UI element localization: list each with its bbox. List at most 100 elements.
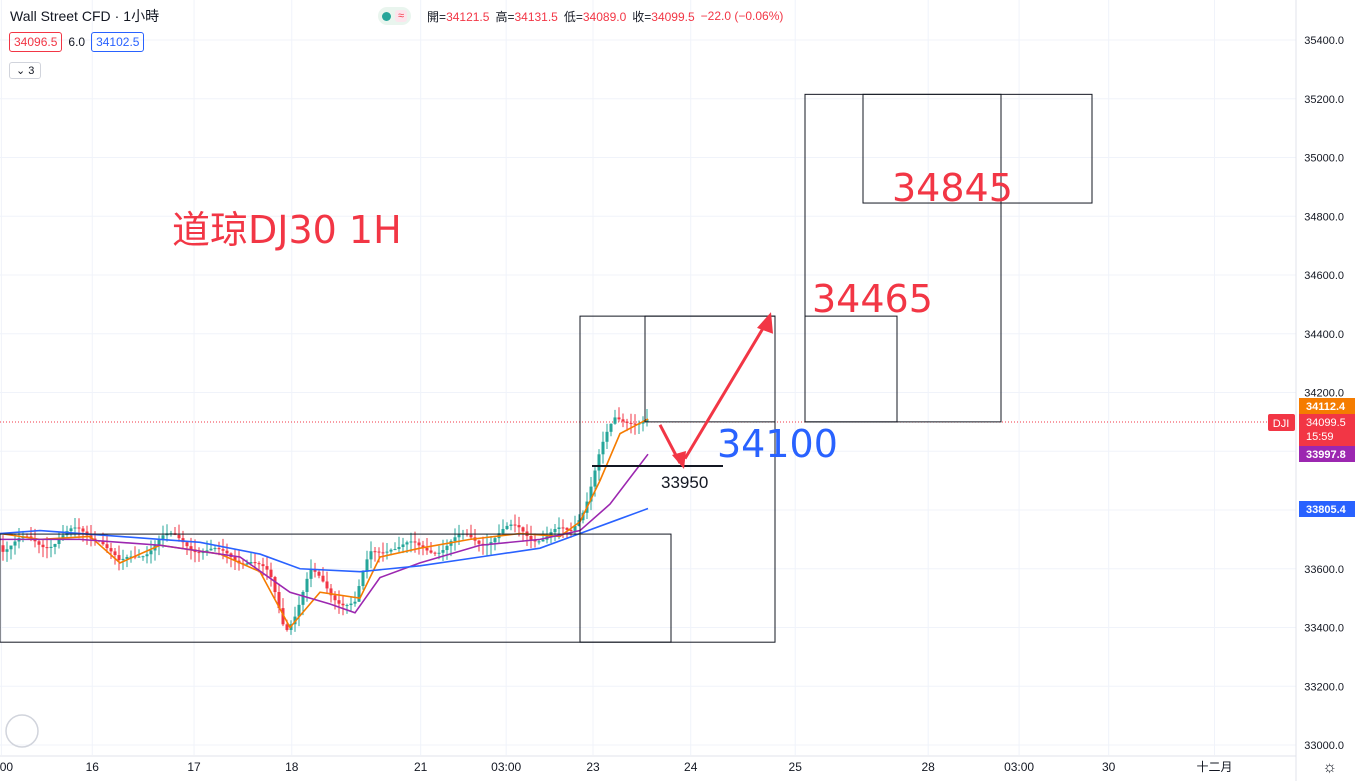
candle-body — [569, 529, 573, 531]
x-tick-label: 十二月 — [1197, 760, 1233, 774]
target-box-2-inner — [804, 315, 898, 423]
candle-body — [389, 549, 393, 552]
x-tick-label: 28 — [922, 760, 936, 774]
down-arrowhead-icon — [672, 451, 686, 469]
y-tick-label: 33200.0 — [1304, 681, 1344, 693]
candle-body — [541, 539, 545, 542]
candle-body — [609, 423, 613, 432]
ma-fast-line — [0, 418, 649, 629]
candle-body — [625, 421, 629, 423]
candle-body — [105, 544, 109, 549]
candle-body — [617, 417, 621, 420]
indicators-toggle[interactable]: ⌄ 3 — [9, 62, 42, 79]
x-tick-label: 03:00 — [1004, 760, 1034, 774]
ma-mid-line — [0, 453, 649, 614]
visibility-toggle[interactable]: ≈ — [378, 7, 412, 25]
candle-body — [417, 542, 421, 546]
candle-body — [613, 417, 617, 424]
y-tick-label: 34600.0 — [1304, 270, 1344, 282]
candle-body — [253, 562, 257, 564]
close-value: 34099.5 — [651, 9, 695, 24]
x-tick-label: 3:00 — [0, 760, 13, 774]
candle-body — [493, 538, 497, 543]
candle-body — [13, 541, 17, 546]
candle-body — [501, 528, 505, 534]
price-label-ma-mid: 33997.8 — [1306, 449, 1346, 461]
target-box-3 — [862, 93, 1093, 204]
candle-body — [317, 571, 321, 576]
candle-body — [605, 431, 609, 442]
header-separator: · — [114, 8, 120, 24]
candle-body — [409, 541, 413, 543]
up-arrow-icon — [683, 324, 767, 460]
candle-body — [641, 421, 645, 424]
candle-body — [117, 555, 121, 561]
x-tick-label: 30 — [1102, 760, 1116, 774]
candle-body — [197, 552, 201, 554]
x-tick-label: 03:00 — [491, 760, 521, 774]
candle-body — [593, 470, 597, 487]
x-tick-label: 18 — [285, 760, 299, 774]
candle-body — [205, 550, 209, 553]
candle-body — [49, 546, 53, 548]
candle-body — [245, 563, 249, 565]
candle-body — [149, 550, 153, 555]
x-tick-label: 17 — [187, 760, 201, 774]
spread-value: 6.0 — [68, 35, 86, 49]
candle-body — [537, 541, 541, 543]
candle-body — [137, 556, 141, 558]
candle-body — [589, 486, 593, 502]
candle-body — [181, 538, 185, 543]
price-label-bg — [1299, 501, 1355, 517]
symbol-header[interactable]: Wall Street CFD · 1小時 — [10, 6, 159, 26]
candle-body — [565, 527, 569, 530]
annotation-33950: 33950 — [661, 473, 708, 492]
candle-body — [81, 528, 85, 532]
candle-body — [217, 548, 221, 550]
candle-body — [333, 595, 337, 601]
candle-body — [125, 556, 129, 559]
y-tick-label: 35200.0 — [1304, 94, 1344, 106]
ask-button[interactable]: 34102.5 — [91, 32, 145, 52]
x-tick-label: 23 — [586, 760, 600, 774]
candle-body — [453, 537, 457, 542]
annotation-34465: 34465 — [812, 277, 933, 321]
candle-body — [277, 592, 281, 609]
candle-body — [113, 551, 117, 556]
candle-body — [301, 591, 305, 605]
candle-body — [557, 527, 561, 529]
candle-body — [189, 546, 193, 550]
candle-body — [209, 548, 213, 551]
candle-body — [129, 556, 133, 558]
gear-icon[interactable]: ☼ — [1322, 759, 1337, 776]
candle-body — [265, 566, 269, 570]
range-box — [0, 533, 672, 643]
candle-body — [457, 534, 461, 538]
candle-body — [9, 545, 13, 550]
candle-body — [561, 527, 565, 529]
candle-body — [517, 525, 521, 528]
candle-body — [185, 542, 189, 547]
price-label-ma-slow: 33805.4 — [1306, 504, 1347, 516]
price-label-current: 34099.5 — [1306, 417, 1346, 429]
candle-body — [441, 550, 445, 553]
candle-body — [297, 604, 301, 617]
indicator-count: 3 — [28, 65, 35, 77]
candle-body — [425, 547, 429, 551]
candle-body — [413, 541, 417, 543]
open-value: 34121.5 — [446, 9, 490, 24]
candle-body — [341, 603, 345, 606]
candle-body — [177, 534, 181, 539]
symbol-tag: DJI — [1273, 418, 1290, 430]
candle-body — [345, 605, 349, 607]
candle-body — [381, 552, 385, 554]
candle-body — [421, 545, 425, 548]
symbol-name: Wall Street CFD — [10, 8, 111, 24]
x-tick-label: 25 — [789, 760, 803, 774]
bid-button[interactable]: 34096.5 — [9, 32, 63, 52]
candle-body — [597, 454, 601, 471]
price-label-bg — [1299, 398, 1355, 414]
candle-body — [321, 575, 325, 582]
candle-body — [1, 545, 5, 552]
